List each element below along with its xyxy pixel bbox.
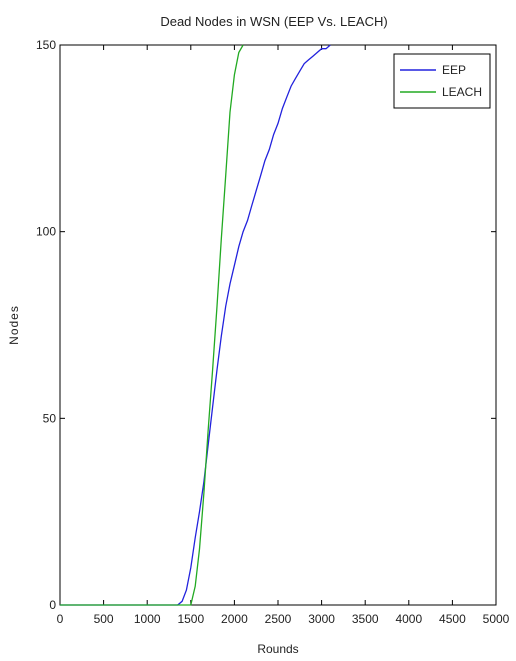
series-line-leach (60, 44, 244, 606)
y-tick-label: 50 (43, 411, 57, 425)
x-tick-label: 2500 (265, 612, 292, 626)
x-tick-label: 3000 (308, 612, 335, 626)
y-tick-label: 0 (49, 598, 56, 612)
chart-title: Dead Nodes in WSN (EEP Vs. LEACH) (160, 14, 387, 29)
legend-box (393, 53, 491, 109)
plot-area (59, 44, 497, 606)
x-tick-label: 4500 (439, 612, 466, 626)
x-tick-label: 0 (57, 612, 64, 626)
legend-label-eep: EEP (442, 63, 466, 77)
y-axis-label: Nodes (7, 305, 21, 345)
axis-ticks: 0 500 1000 1500 2000 2500 3000 3500 4000 4500 5000… (36, 38, 510, 626)
y-tick-label: 100 (36, 225, 56, 239)
x-tick-label: 1000 (134, 612, 161, 626)
x-tick-label: 1500 (177, 612, 204, 626)
x-tick-label: 5000 (483, 612, 510, 626)
x-tick-label: 4000 (395, 612, 422, 626)
x-tick-label: 500 (94, 612, 114, 626)
x-axis-label: Rounds (257, 642, 298, 656)
series-line-eep (60, 44, 331, 606)
legend-label-leach: LEACH (442, 85, 482, 99)
legend: EEP LEACH (393, 53, 491, 109)
x-tick-label: 2000 (221, 612, 248, 626)
x-tick-label: 3500 (352, 612, 379, 626)
series-lines (60, 44, 331, 606)
y-tick-label: 150 (36, 38, 56, 52)
